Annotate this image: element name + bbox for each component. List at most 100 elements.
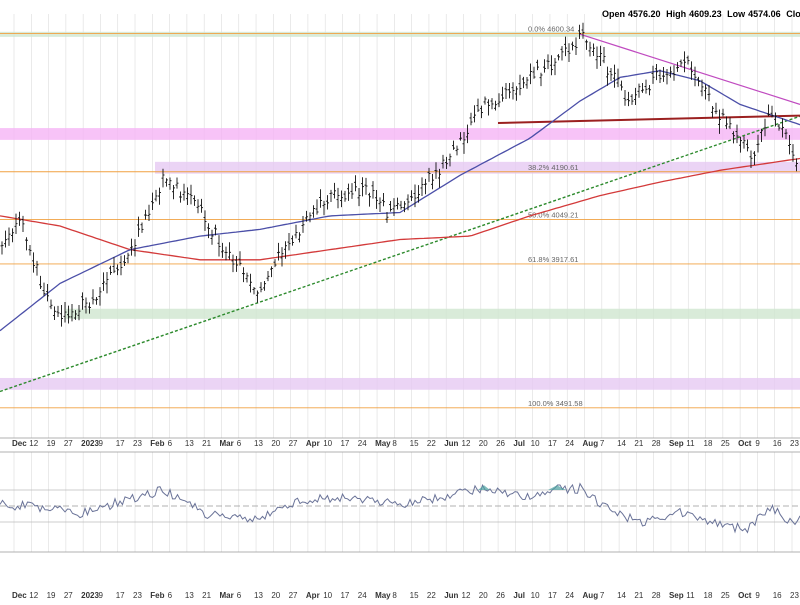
- price-x-tick-label: 23: [133, 439, 142, 448]
- price-x-tick-label: 17: [548, 439, 557, 448]
- indicator-x-tick-label: 20: [271, 591, 280, 600]
- price-x-tick-label: Mar: [219, 439, 233, 448]
- price-x-tick-label: 20: [271, 439, 280, 448]
- indicator-x-tick-label: 23: [133, 591, 142, 600]
- close-label: Close: [786, 9, 800, 19]
- indicator-x-tick-label: 20: [479, 591, 488, 600]
- price-x-tick-label: 13: [254, 439, 263, 448]
- price-x-tick-label: 24: [358, 439, 367, 448]
- indicator-x-tick-label: 28: [652, 591, 661, 600]
- indicator-x-tick-label: 19: [47, 591, 56, 600]
- indicator-x-tick-label: 2023: [81, 591, 99, 600]
- price-band: [155, 161, 800, 174]
- fib-label: 0.0% 4600.34: [528, 24, 574, 33]
- indicator-x-tick-label: 6: [237, 591, 242, 600]
- fib-label: 100.0% 3491.58: [528, 399, 583, 408]
- indicator-x-tick-label: 7: [600, 591, 605, 600]
- indicator-x-tick-label: Aug: [583, 591, 599, 600]
- indicator-x-tick-label: 23: [790, 591, 799, 600]
- indicator-x-tick-label: 18: [704, 591, 713, 600]
- price-x-tick-label: 16: [773, 439, 782, 448]
- price-x-tick-label: Dec: [12, 439, 27, 448]
- price-x-tick-label: Feb: [150, 439, 164, 448]
- indicator-x-tick-label: 10: [531, 591, 540, 600]
- price-x-tick-label: Oct: [738, 439, 752, 448]
- indicator-x-tick-label: 21: [202, 591, 211, 600]
- open-value: 4576.20: [628, 9, 661, 19]
- indicator-x-tick-label: Jun: [444, 591, 458, 600]
- indicator-x-tick-label: 11: [686, 591, 695, 600]
- indicator-x-tick-label: 16: [773, 591, 782, 600]
- price-x-tick-label: 18: [704, 439, 713, 448]
- indicator-x-tick-label: 14: [617, 591, 626, 600]
- price-x-tick-label: 21: [634, 439, 643, 448]
- indicator-x-tick-label: Apr: [306, 591, 320, 600]
- price-x-tick-label: 17: [116, 439, 125, 448]
- low-value: 4574.06: [748, 9, 781, 19]
- indicator-x-tick-label: Oct: [738, 591, 752, 600]
- price-x-tick-label: 9: [98, 439, 103, 448]
- price-x-tick-label: 14: [617, 439, 626, 448]
- indicator-overbought-fill: [548, 485, 566, 490]
- indicator-x-tick-label: May: [375, 591, 391, 600]
- price-x-tick-label: Jul: [513, 439, 525, 448]
- price-x-tick-label: 26: [496, 439, 505, 448]
- price-x-tick-label: 9: [755, 439, 760, 448]
- price-band: [0, 31, 800, 37]
- high-label: High: [666, 9, 687, 19]
- price-x-tick-label: 21: [202, 439, 211, 448]
- price-x-tick-label: 11: [686, 439, 695, 448]
- indicator-x-tick-label: Mar: [219, 591, 233, 600]
- price-x-tick-label: 12: [462, 439, 471, 448]
- price-x-tick-label: 10: [531, 439, 540, 448]
- price-x-tick-label: 10: [323, 439, 332, 448]
- price-x-tick-label: Jun: [444, 439, 458, 448]
- price-x-tick-label: 12: [29, 439, 38, 448]
- price-x-tick-label: 27: [64, 439, 73, 448]
- price-x-tick-label: 19: [47, 439, 56, 448]
- price-x-tick-label: 6: [168, 439, 173, 448]
- indicator-x-tick-label: Feb: [150, 591, 164, 600]
- price-x-tick-label: 28: [652, 439, 661, 448]
- indicator-x-tick-label: 9: [755, 591, 760, 600]
- price-x-tick-label: 23: [790, 439, 799, 448]
- price-x-tick-label: Aug: [583, 439, 599, 448]
- ma-long-line: [0, 157, 800, 261]
- indicator-x-tick-label: 17: [340, 591, 349, 600]
- price-x-tick-label: 13: [185, 439, 194, 448]
- high-value: 4609.23: [689, 9, 722, 19]
- indicator-x-tick-label: 13: [185, 591, 194, 600]
- indicator-x-tick-label: 13: [254, 591, 263, 600]
- price-x-tick-label: 24: [565, 439, 574, 448]
- open-label: Open: [602, 9, 626, 19]
- price-band: [65, 308, 800, 319]
- indicator-x-tick-label: 24: [358, 591, 367, 600]
- price-x-tick-label: 17: [340, 439, 349, 448]
- indicator-x-tick-label: Jul: [513, 591, 525, 600]
- indicator-x-tick-label: 25: [721, 591, 730, 600]
- price-band: [0, 377, 800, 390]
- price-x-tick-label: 8: [392, 439, 397, 448]
- indicator-x-tick-label: 22: [427, 591, 436, 600]
- indicator-x-tick-label: 26: [496, 591, 505, 600]
- indicator-x-tick-label: 12: [462, 591, 471, 600]
- fib-label: 38.2% 4190.61: [528, 163, 578, 172]
- price-x-tick-label: 15: [410, 439, 419, 448]
- indicator-x-tick-label: 12: [29, 591, 38, 600]
- indicator-x-tick-label: 27: [64, 591, 73, 600]
- indicator-x-tick-label: Dec: [12, 591, 27, 600]
- price-band: [0, 128, 800, 140]
- price-x-tick-label: May: [375, 439, 391, 448]
- price-x-tick-label: 20: [479, 439, 488, 448]
- uptrend-line: [0, 115, 800, 393]
- indicator-x-tick-label: 10: [323, 591, 332, 600]
- indicator-line: [0, 482, 800, 534]
- price-x-tick-label: 27: [289, 439, 298, 448]
- indicator-x-tick-label: 27: [289, 591, 298, 600]
- indicator-overbought-fill: [478, 485, 490, 490]
- price-x-tick-label: 6: [237, 439, 242, 448]
- indicator-x-tick-label: 21: [634, 591, 643, 600]
